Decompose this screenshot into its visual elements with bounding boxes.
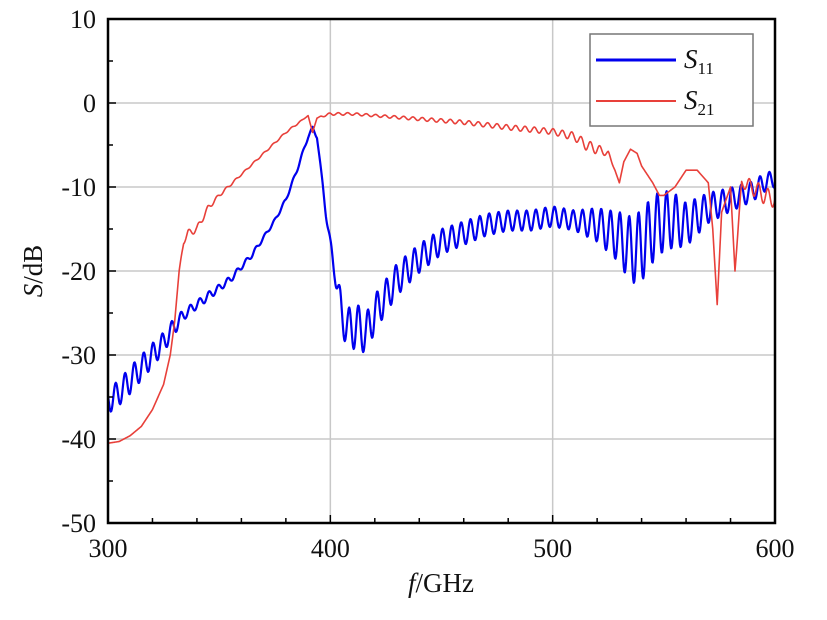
series-line-s21	[107, 111, 776, 444]
legend-label-s11: S11	[684, 44, 714, 78]
legend-s11-subscript: 11	[698, 59, 714, 78]
legend: S11 S21	[589, 33, 754, 127]
y-axis-variable: S	[18, 283, 48, 297]
y-tick-label: 0	[83, 89, 96, 118]
y-tick-label: -20	[61, 257, 96, 286]
series-layer	[106, 111, 777, 444]
legend-s21-subscript: 21	[698, 100, 715, 119]
tick-layer: 300 400 500 600 10 0 -10 -20 -30 -40 -50	[61, 5, 794, 563]
y-axis-label: S/dB	[18, 245, 48, 298]
series-line-s11	[106, 125, 777, 413]
legend-label-s21: S21	[684, 85, 715, 119]
x-tick-label: 500	[533, 534, 572, 563]
y-tick-label: -10	[61, 173, 96, 202]
legend-box	[589, 33, 754, 127]
y-tick-label: 10	[70, 5, 96, 34]
grid-lines	[108, 19, 775, 523]
y-tick-label: -30	[61, 341, 96, 370]
legend-s21-name: S	[684, 85, 698, 115]
y-tick-label: -50	[61, 509, 96, 538]
x-axis-label: f/GHz	[408, 568, 474, 598]
y-axis-unit: /dB	[18, 245, 48, 284]
x-tick-label: 300	[89, 534, 128, 563]
legend-s11-name: S	[684, 44, 698, 74]
x-axis-variable: f	[408, 568, 419, 598]
x-axis-unit: /GHz	[416, 568, 474, 598]
x-tick-label: 400	[311, 534, 350, 563]
x-tick-label: 600	[756, 534, 795, 563]
y-tick-label: -40	[61, 425, 96, 454]
